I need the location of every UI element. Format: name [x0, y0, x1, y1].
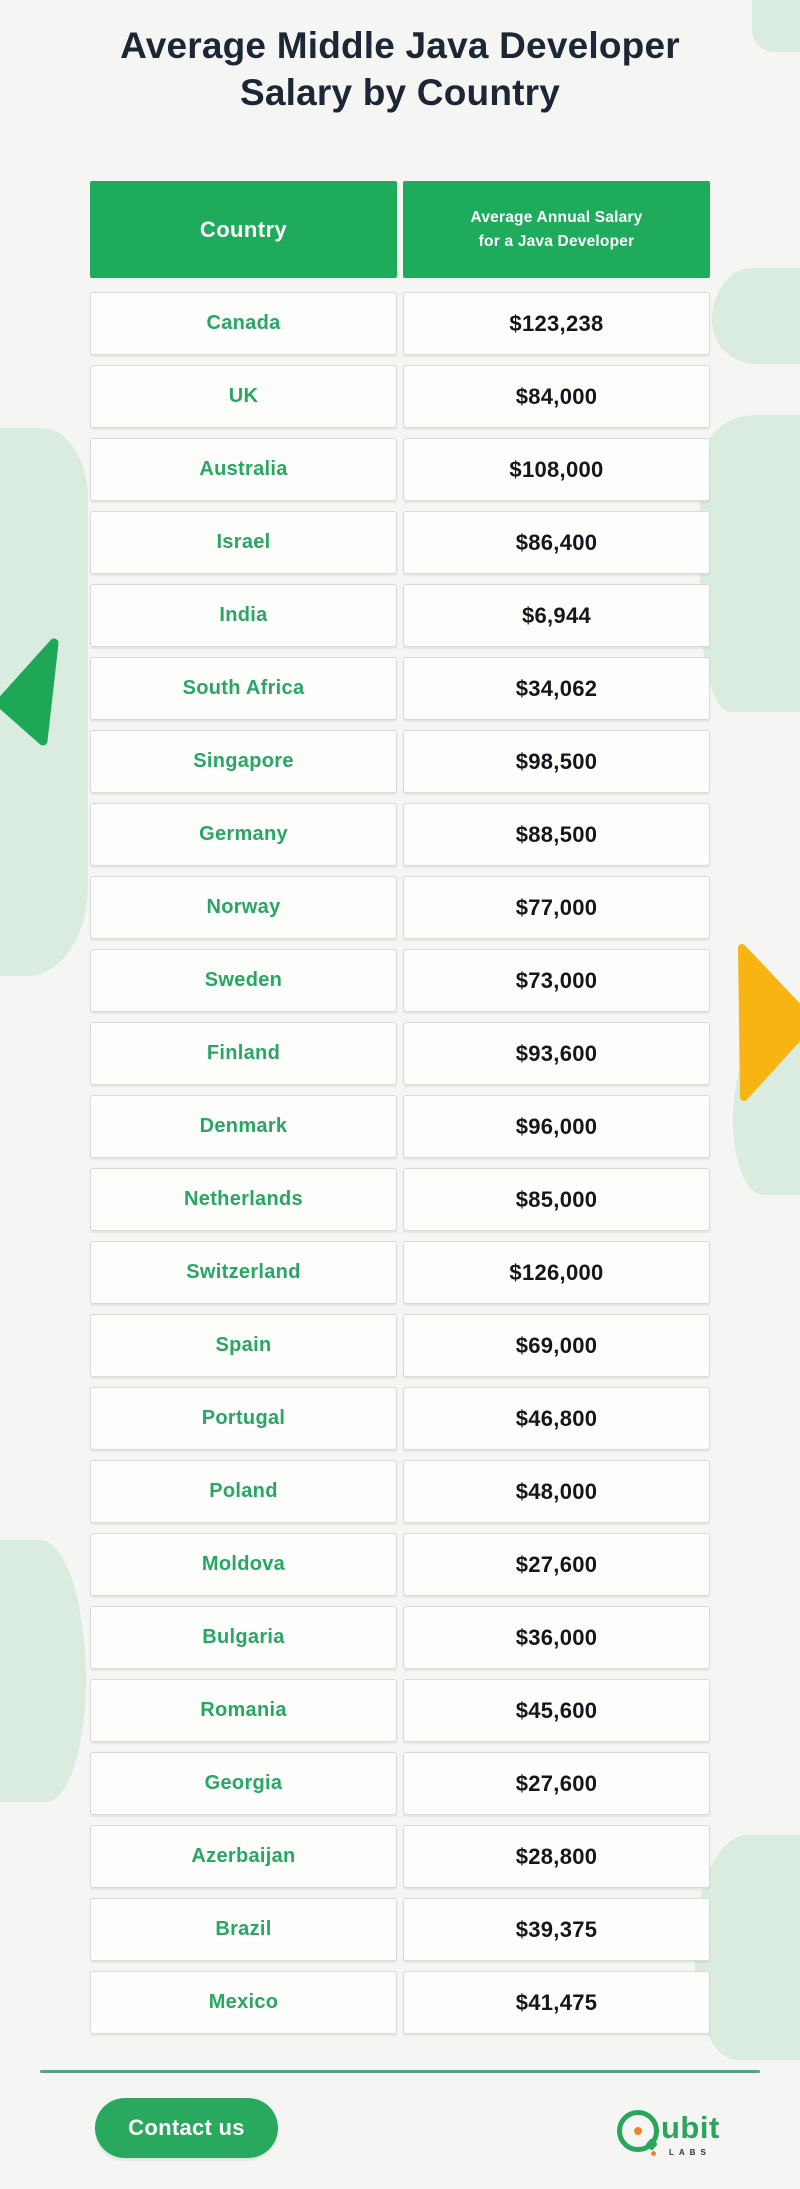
country-cell: Norway	[90, 876, 397, 939]
table-row: Romania $45,600	[90, 1679, 710, 1742]
country-cell: Switzerland	[90, 1241, 397, 1304]
country-cell: Sweden	[90, 949, 397, 1012]
page-title-line1: Average Middle Java Developer	[120, 25, 680, 66]
table-header-row: Country Average Annual Salary for a Java…	[90, 181, 710, 278]
logo-q-icon	[617, 2110, 659, 2152]
salary-cell: $34,062	[403, 657, 710, 720]
table-row: Israel $86,400	[90, 511, 710, 574]
table-row: UK $84,000	[90, 365, 710, 428]
country-cell: South Africa	[90, 657, 397, 720]
country-cell: Mexico	[90, 1971, 397, 2034]
table-row: Spain $69,000	[90, 1314, 710, 1377]
salary-cell: $39,375	[403, 1898, 710, 1961]
country-cell: Canada	[90, 292, 397, 355]
contact-us-button[interactable]: Contact us	[95, 2098, 278, 2158]
salary-cell: $88,500	[403, 803, 710, 866]
logo-q-tail-dot	[651, 2151, 656, 2156]
green-left-arrow-icon	[0, 638, 59, 746]
table-row: Sweden $73,000	[90, 949, 710, 1012]
table-row: Switzerland $126,000	[90, 1241, 710, 1304]
country-cell: Romania	[90, 1679, 397, 1742]
qubit-labs-logo: ubit LABS	[617, 2104, 737, 2168]
salary-cell: $108,000	[403, 438, 710, 501]
footer-divider	[40, 2070, 760, 2073]
table-row: Netherlands $85,000	[90, 1168, 710, 1231]
header-salary-line1: Average Annual Salary	[470, 209, 643, 227]
country-cell: Poland	[90, 1460, 397, 1523]
country-cell: Finland	[90, 1022, 397, 1085]
salary-cell: $27,600	[403, 1533, 710, 1596]
table-row: Poland $48,000	[90, 1460, 710, 1523]
salary-cell: $28,800	[403, 1825, 710, 1888]
table-row: Denmark $96,000	[90, 1095, 710, 1158]
country-cell: Georgia	[90, 1752, 397, 1815]
salary-cell: $126,000	[403, 1241, 710, 1304]
country-cell: Australia	[90, 438, 397, 501]
table-row: Bulgaria $36,000	[90, 1606, 710, 1669]
country-cell: Denmark	[90, 1095, 397, 1158]
table-row: Moldova $27,600	[90, 1533, 710, 1596]
salary-cell: $96,000	[403, 1095, 710, 1158]
salary-cell: $98,500	[403, 730, 710, 793]
country-cell: UK	[90, 365, 397, 428]
page-title: Average Middle Java Developer Salary by …	[0, 22, 800, 117]
salary-cell: $46,800	[403, 1387, 710, 1450]
salary-cell: $27,600	[403, 1752, 710, 1815]
table-row: Norway $77,000	[90, 876, 710, 939]
table-row: Brazil $39,375	[90, 1898, 710, 1961]
salary-cell: $69,000	[403, 1314, 710, 1377]
map-silhouette	[712, 268, 800, 364]
table-row: Mexico $41,475	[90, 1971, 710, 2034]
salary-cell: $36,000	[403, 1606, 710, 1669]
country-cell: Bulgaria	[90, 1606, 397, 1669]
country-cell: Israel	[90, 511, 397, 574]
table-row: Germany $88,500	[90, 803, 710, 866]
table-row: Singapore $98,500	[90, 730, 710, 793]
salary-cell: $48,000	[403, 1460, 710, 1523]
map-silhouette	[695, 1835, 800, 2060]
salary-cell: $93,600	[403, 1022, 710, 1085]
country-cell: Moldova	[90, 1533, 397, 1596]
salary-cell: $123,238	[403, 292, 710, 355]
map-silhouette	[700, 415, 800, 712]
logo-wordmark: ubit	[661, 2110, 720, 2145]
header-country: Country	[90, 181, 397, 278]
salary-cell: $41,475	[403, 1971, 710, 2034]
table-row: South Africa $34,062	[90, 657, 710, 720]
logo-sub-wordmark: LABS	[669, 2148, 711, 2157]
country-cell: Netherlands	[90, 1168, 397, 1231]
map-silhouette	[752, 0, 800, 52]
country-cell: Azerbaijan	[90, 1825, 397, 1888]
salary-cell: $86,400	[403, 511, 710, 574]
table-row: India $6,944	[90, 584, 710, 647]
yellow-right-arrow-icon	[738, 944, 800, 1101]
country-cell: Singapore	[90, 730, 397, 793]
table-row: Portugal $46,800	[90, 1387, 710, 1450]
salary-cell: $45,600	[403, 1679, 710, 1742]
header-salary-line2: for a Java Developer	[478, 232, 635, 250]
country-cell: Spain	[90, 1314, 397, 1377]
table-body: Canada $123,238 UK $84,000 Australia $108,000…	[90, 292, 710, 2034]
map-silhouette	[0, 1540, 86, 1802]
country-cell: Portugal	[90, 1387, 397, 1450]
salary-cell: $85,000	[403, 1168, 710, 1231]
logo-q-center-dot	[634, 2127, 642, 2135]
salary-cell: $84,000	[403, 365, 710, 428]
salary-table: Country Average Annual Salary for a Java…	[90, 181, 710, 2044]
salary-cell: $73,000	[403, 949, 710, 1012]
country-cell: Germany	[90, 803, 397, 866]
table-row: Australia $108,000	[90, 438, 710, 501]
country-cell: India	[90, 584, 397, 647]
table-row: Georgia $27,600	[90, 1752, 710, 1815]
salary-cell: $77,000	[403, 876, 710, 939]
table-row: Azerbaijan $28,800	[90, 1825, 710, 1888]
salary-cell: $6,944	[403, 584, 710, 647]
country-cell: Brazil	[90, 1898, 397, 1961]
table-row: Finland $93,600	[90, 1022, 710, 1085]
table-row: Canada $123,238	[90, 292, 710, 355]
header-salary: Average Annual Salary for a Java Develop…	[403, 181, 710, 278]
page-title-line2: Salary by Country	[239, 72, 561, 114]
